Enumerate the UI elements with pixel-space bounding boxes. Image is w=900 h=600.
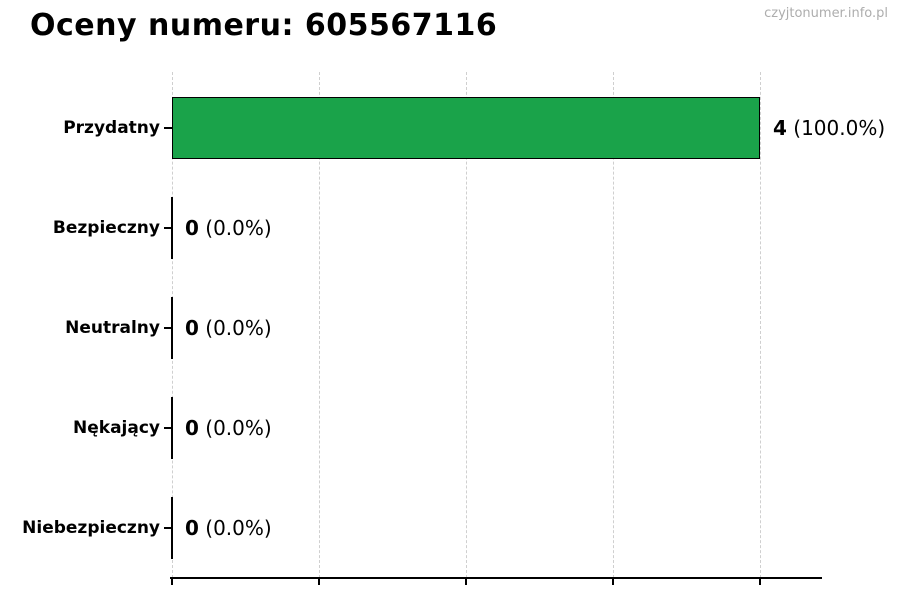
y-axis-tick [164, 327, 172, 329]
zero-bar-neutralny [171, 297, 173, 359]
value-label: 0 (0.0%) [185, 515, 272, 541]
value-count: 4 [773, 116, 787, 140]
gridline [759, 72, 761, 578]
zero-bar-nękający [171, 397, 173, 459]
value-percent: (0.0%) [198, 216, 272, 240]
chart-title: Oceny numeru: 605567116 [30, 8, 498, 43]
category-label: Bezpieczny [52, 218, 160, 238]
bar-przydatny [172, 97, 760, 159]
value-count: 0 [185, 516, 199, 540]
x-axis-tick [465, 579, 467, 585]
x-axis-tick [759, 579, 761, 585]
y-axis-tick [164, 427, 172, 429]
gridline [465, 72, 467, 578]
zero-bar-bezpieczny [171, 197, 173, 259]
gridline [318, 72, 320, 578]
value-label: 4 (100.0%) [773, 115, 885, 141]
category-label: Przydatny [63, 118, 160, 138]
watermark-text: czyjtonumer.info.pl [764, 6, 888, 21]
y-axis-tick [164, 227, 172, 229]
y-axis-tick [164, 527, 172, 529]
value-percent: (0.0%) [198, 516, 272, 540]
value-label: 0 (0.0%) [185, 415, 272, 441]
value-percent: (100.0%) [786, 116, 886, 140]
value-count: 0 [185, 216, 199, 240]
category-label: Neutralny [65, 318, 160, 338]
category-label: Niebezpieczny [22, 518, 160, 538]
zero-bar-niebezpieczny [171, 497, 173, 559]
value-percent: (0.0%) [198, 416, 272, 440]
gridline [612, 72, 614, 578]
y-axis-tick [164, 127, 172, 129]
x-axis-tick [171, 579, 173, 585]
x-axis-tick [612, 579, 614, 585]
value-count: 0 [185, 416, 199, 440]
value-count: 0 [185, 316, 199, 340]
value-label: 0 (0.0%) [185, 315, 272, 341]
x-axis-line [170, 577, 822, 579]
value-label: 0 (0.0%) [185, 215, 272, 241]
x-axis-tick [318, 579, 320, 585]
value-percent: (0.0%) [198, 316, 272, 340]
category-label: Nękający [73, 418, 160, 438]
